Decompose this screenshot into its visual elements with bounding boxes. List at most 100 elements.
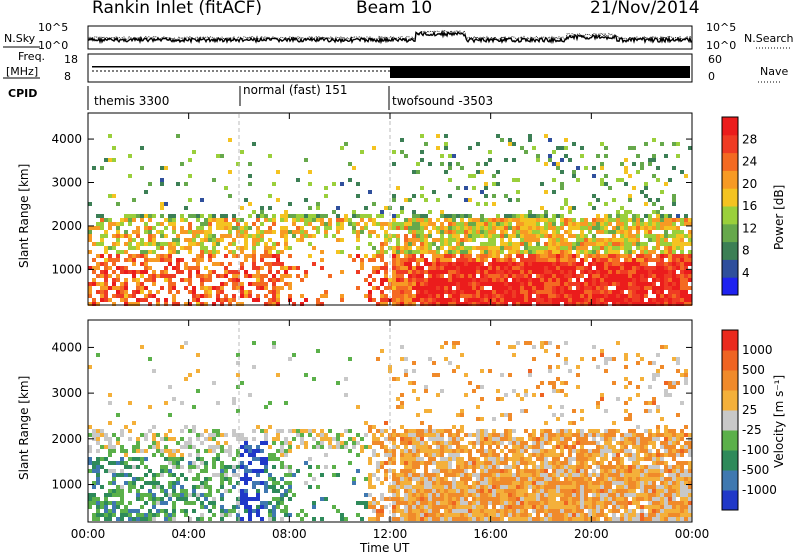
heatmap-cell — [392, 453, 396, 457]
heatmap-cell — [592, 497, 596, 501]
heatmap-cell — [88, 365, 92, 369]
heatmap-cell — [636, 254, 640, 258]
heatmap-cell — [436, 146, 440, 150]
heatmap-cell — [564, 246, 568, 250]
heatmap-cell — [488, 457, 492, 461]
heatmap-cell — [408, 286, 412, 290]
heatmap-cell — [440, 505, 444, 509]
heatmap-cell — [600, 258, 604, 262]
heatmap-cell — [528, 298, 532, 302]
heatmap-cell — [428, 162, 432, 166]
heatmap-cell — [476, 429, 480, 433]
heatmap-cell — [628, 146, 632, 150]
heatmap-cell — [632, 477, 636, 481]
cpid-segment-2: normal (fast) 151 — [243, 83, 347, 97]
heatmap-cell — [580, 429, 584, 433]
heatmap-cell — [628, 302, 632, 306]
heatmap-cell — [376, 286, 380, 290]
heatmap-cell — [544, 210, 548, 214]
heatmap-cell — [604, 445, 608, 449]
heatmap-cell — [616, 397, 620, 401]
heatmap-cell — [192, 465, 196, 469]
heatmap-cell — [556, 250, 560, 254]
heatmap-cell — [460, 437, 464, 441]
heatmap-cell — [172, 489, 176, 493]
heatmap-cell — [456, 501, 460, 505]
heatmap-cell — [620, 222, 624, 226]
heatmap-cell — [504, 298, 508, 302]
heatmap-cell — [92, 226, 96, 230]
heatmap-cell — [256, 469, 260, 473]
heatmap-cell — [212, 286, 216, 290]
heatmap-cell — [612, 302, 616, 306]
heatmap-cell — [440, 481, 444, 485]
heatmap-cell — [412, 222, 416, 226]
heatmap-cell — [92, 517, 96, 521]
heatmap-cell — [368, 481, 372, 485]
heatmap-cell — [520, 437, 524, 441]
heatmap-cell — [676, 254, 680, 258]
heatmap-cell — [88, 238, 92, 242]
heatmap-cell — [276, 449, 280, 453]
heatmap-cell — [560, 282, 564, 286]
heatmap-cell — [504, 413, 508, 417]
heatmap-cell — [540, 218, 544, 222]
heatmap-cell — [408, 465, 412, 469]
heatmap-cell — [552, 286, 556, 290]
heatmap-cell — [308, 485, 312, 489]
heatmap-cell — [552, 214, 556, 218]
heatmap-cell — [600, 294, 604, 298]
heatmap-cell — [320, 429, 324, 433]
heatmap-cell — [156, 302, 160, 306]
heatmap-cell — [596, 266, 600, 270]
heatmap-cell — [600, 142, 604, 146]
heatmap-cell — [460, 449, 464, 453]
heatmap-cell — [336, 381, 340, 385]
heatmap-cell — [452, 453, 456, 457]
heatmap-cell — [624, 158, 628, 162]
heatmap-cell — [684, 262, 688, 266]
heatmap-cell — [112, 445, 116, 449]
heatmap-cell — [428, 461, 432, 465]
heatmap-cell — [600, 469, 604, 473]
heatmap-cell — [576, 282, 580, 286]
heatmap-cell — [188, 302, 192, 306]
heatmap-cell — [144, 457, 148, 461]
heatmap-cell — [552, 162, 556, 166]
heatmap-cell — [480, 266, 484, 270]
heatmap-cell — [576, 298, 580, 302]
heatmap-cell — [304, 270, 308, 274]
heatmap-cell — [264, 218, 268, 222]
heatmap-cell — [556, 501, 560, 505]
heatmap-cell — [532, 234, 536, 238]
heatmap-cell — [260, 461, 264, 465]
range-tick-label: 3000 — [51, 176, 82, 190]
heatmap-cell — [284, 242, 288, 246]
heatmap-cell — [652, 138, 656, 142]
heatmap-cell — [628, 226, 632, 230]
heatmap-cell — [140, 254, 144, 258]
heatmap-cell — [128, 401, 132, 405]
heatmap-cell — [396, 477, 400, 481]
heatmap-cell — [336, 230, 340, 234]
heatmap-cell — [668, 266, 672, 270]
heatmap-cell — [564, 262, 568, 266]
heatmap-cell — [616, 226, 620, 230]
heatmap-cell — [172, 274, 176, 278]
heatmap-cell — [404, 433, 408, 437]
heatmap-cell — [408, 270, 412, 274]
heatmap-cell — [448, 302, 452, 306]
heatmap-cell — [248, 453, 252, 457]
heatmap-cell — [244, 222, 248, 226]
heatmap-cell — [448, 166, 452, 170]
heatmap-cell — [608, 489, 612, 493]
heatmap-cell — [208, 294, 212, 298]
heatmap-cell — [304, 234, 308, 238]
heatmap-cell — [196, 266, 200, 270]
heatmap-cell — [556, 457, 560, 461]
heatmap-cell — [172, 517, 176, 521]
heatmap-cell — [188, 429, 192, 433]
heatmap-cell — [100, 222, 104, 226]
heatmap-cell — [236, 505, 240, 509]
heatmap-cell — [412, 517, 416, 521]
